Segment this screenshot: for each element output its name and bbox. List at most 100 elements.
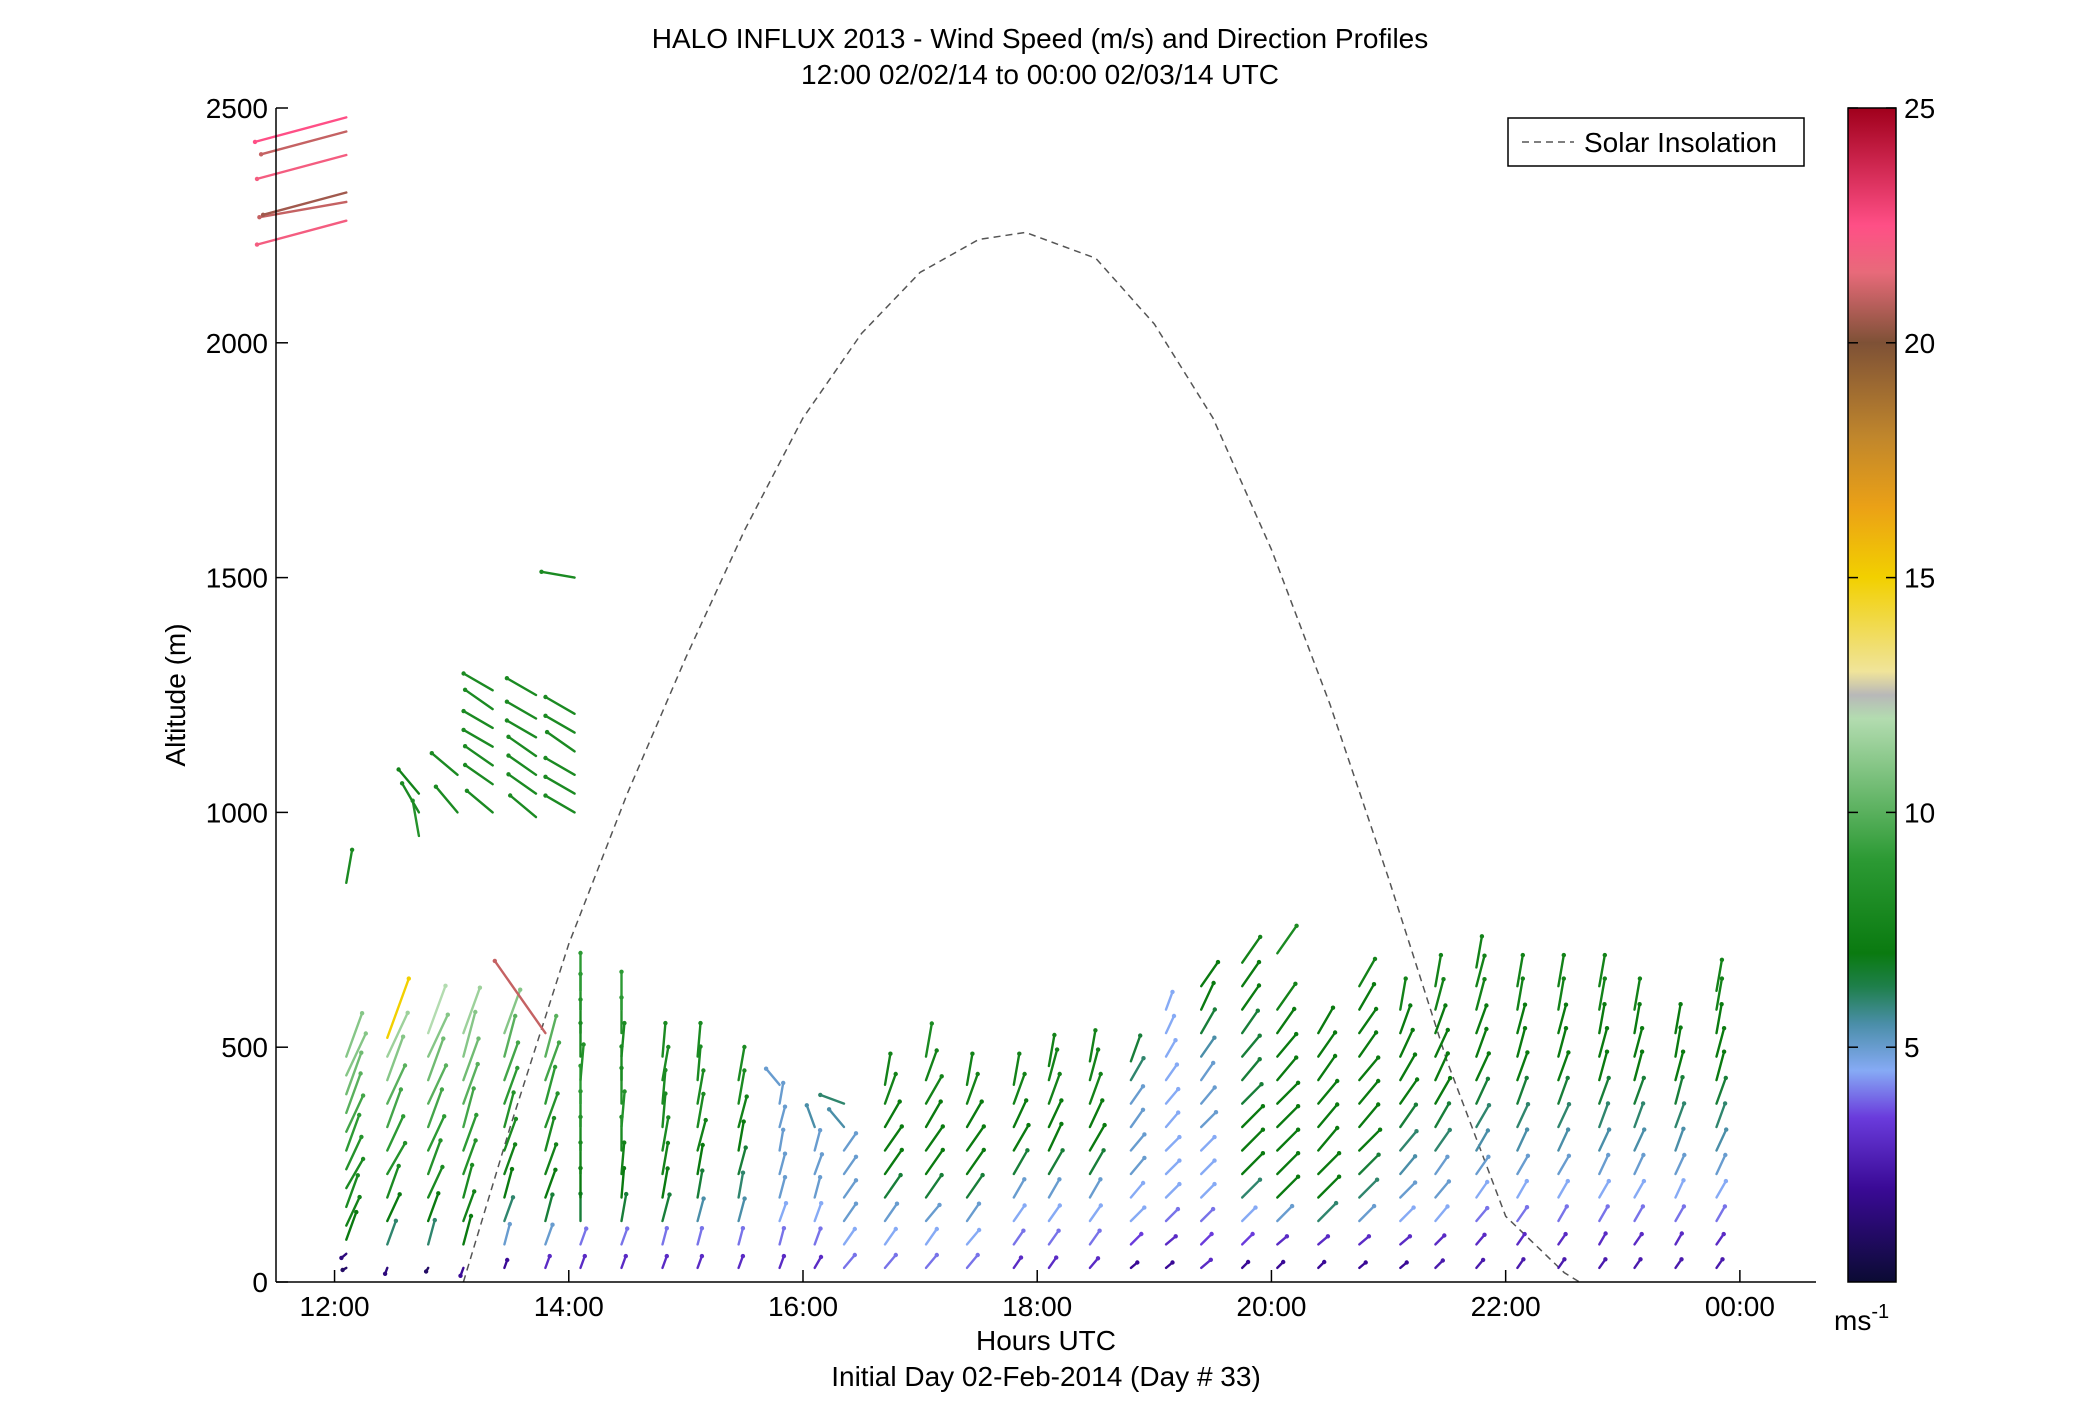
wind-vector-head — [442, 1114, 447, 1119]
wind-vector-head — [1257, 1033, 1262, 1038]
wind-vector-head — [468, 1213, 474, 1219]
wind-vector-head — [939, 1074, 944, 1079]
wind-vector-head — [826, 1107, 832, 1112]
x-tick-label: 16:00 — [768, 1291, 838, 1322]
wind-vector — [778, 1152, 787, 1176]
wind-vector — [1199, 1159, 1216, 1176]
x-tick-label: 14:00 — [534, 1291, 604, 1322]
wind-vector-head — [382, 1271, 388, 1277]
wind-vector — [805, 1104, 816, 1129]
wind-vector — [1276, 924, 1298, 955]
wind-vector — [1199, 1232, 1213, 1246]
wind-vector — [661, 1068, 667, 1105]
wind-vector — [1475, 1004, 1488, 1035]
wind-vector-head — [1602, 976, 1608, 981]
wind-profile — [1317, 1005, 1342, 1270]
wind-vector-head — [1445, 1154, 1450, 1160]
wind-vector — [1557, 1154, 1571, 1176]
wind-vector-head — [1256, 983, 1262, 988]
wind-vector-head — [1442, 1233, 1447, 1238]
wind-vector-head — [940, 1147, 945, 1153]
wind-vector-head — [1414, 1129, 1419, 1134]
wind-vector-head — [699, 1253, 705, 1259]
wind-vector-head — [1721, 1026, 1727, 1031]
wind-vector — [1276, 1175, 1300, 1199]
wind-vector-head — [1412, 1180, 1418, 1185]
wind-vector-head — [1171, 1013, 1177, 1019]
wind-vector — [1715, 1153, 1727, 1176]
wind-vector — [255, 219, 348, 246]
wind-vector — [427, 1064, 448, 1105]
wind-vector-head — [400, 1034, 406, 1039]
wind-vector-head — [1294, 1031, 1299, 1037]
wind-vector — [1516, 1003, 1527, 1035]
wind-vector-head — [1373, 1030, 1379, 1035]
colorbar-tick-label: 10 — [1904, 797, 1935, 828]
colorbar-unit: ms-1 — [1834, 1301, 1889, 1336]
wind-vector-head — [1403, 976, 1408, 981]
y-axis-label: Altitude (m) — [160, 623, 191, 766]
wind-vector — [427, 1139, 442, 1176]
wind-vector — [661, 1141, 670, 1176]
wind-vector-head — [440, 1164, 445, 1170]
wind-vector-head — [339, 1255, 344, 1261]
wind-vector-head — [976, 1201, 982, 1206]
legend: Solar Insolation — [1507, 117, 1805, 167]
wind-vector — [737, 1069, 746, 1105]
y-tick-label: 1000 — [206, 797, 268, 828]
wind-vector — [1129, 1133, 1146, 1152]
wind-vector — [411, 799, 421, 838]
wind-vector — [1557, 1026, 1568, 1058]
wind-vector-head — [1022, 1071, 1027, 1077]
colorbar-unit-base: ms — [1834, 1305, 1871, 1336]
wind-vector-head — [624, 1191, 629, 1197]
wind-vector-head — [1102, 1122, 1107, 1128]
wind-vector-head — [1412, 1154, 1418, 1159]
x-tick-label: 18:00 — [1002, 1291, 1072, 1322]
wind-vector-head — [1295, 1151, 1301, 1156]
y-tick-label: 2000 — [206, 328, 268, 359]
wind-vector-head — [1438, 952, 1444, 958]
wind-vector-head — [397, 1192, 402, 1197]
wind-vector-head — [1260, 1104, 1266, 1109]
wind-vector — [1317, 1201, 1338, 1223]
wind-vector — [505, 677, 538, 697]
wind-profile — [578, 950, 589, 1270]
wind-vector — [427, 1165, 444, 1199]
wind-vector-head — [622, 1140, 627, 1145]
wind-vector — [463, 688, 494, 711]
wind-profile — [1088, 1028, 1107, 1270]
wind-vector-head — [698, 1020, 703, 1026]
wind-vector-head — [1639, 1026, 1645, 1031]
wind-vector — [696, 1092, 705, 1129]
wind-vector — [1047, 1033, 1056, 1068]
wind-vector — [1475, 954, 1486, 988]
wind-vector — [1047, 1099, 1063, 1129]
wind-vector — [1358, 1007, 1378, 1035]
wind-vector-head — [1295, 1080, 1301, 1086]
wind-vector-head — [1376, 1078, 1381, 1084]
wind-vector-head — [1606, 1178, 1612, 1184]
wind-vector-head — [622, 1089, 627, 1094]
wind-vector-head — [584, 1226, 589, 1231]
wind-vector — [1129, 1108, 1145, 1129]
wind-vector-head — [1138, 1033, 1143, 1038]
wind-vector-head — [441, 1036, 446, 1041]
wind-vector-head — [1723, 1178, 1729, 1184]
wind-vector-head — [581, 1042, 586, 1047]
wind-vector-head — [1332, 1053, 1338, 1059]
wind-vector-head — [406, 976, 411, 981]
x-axis-sublabel: Initial Day 02-Feb-2014 (Day # 33) — [831, 1361, 1261, 1392]
wind-vector — [1475, 1103, 1491, 1129]
wind-vector-head — [1093, 1028, 1098, 1033]
wind-vector-head — [740, 1170, 746, 1175]
wind-vector — [1240, 1206, 1257, 1223]
wind-vector-head — [515, 1065, 520, 1071]
wind-vector-head — [399, 781, 405, 786]
wind-vector — [1317, 1006, 1335, 1035]
wind-vector-head — [1639, 1049, 1645, 1054]
wind-vector-head — [622, 1020, 627, 1026]
wind-vector — [1399, 1129, 1418, 1152]
wind-vector — [1129, 1034, 1142, 1063]
wind-vector-head — [1371, 982, 1377, 987]
